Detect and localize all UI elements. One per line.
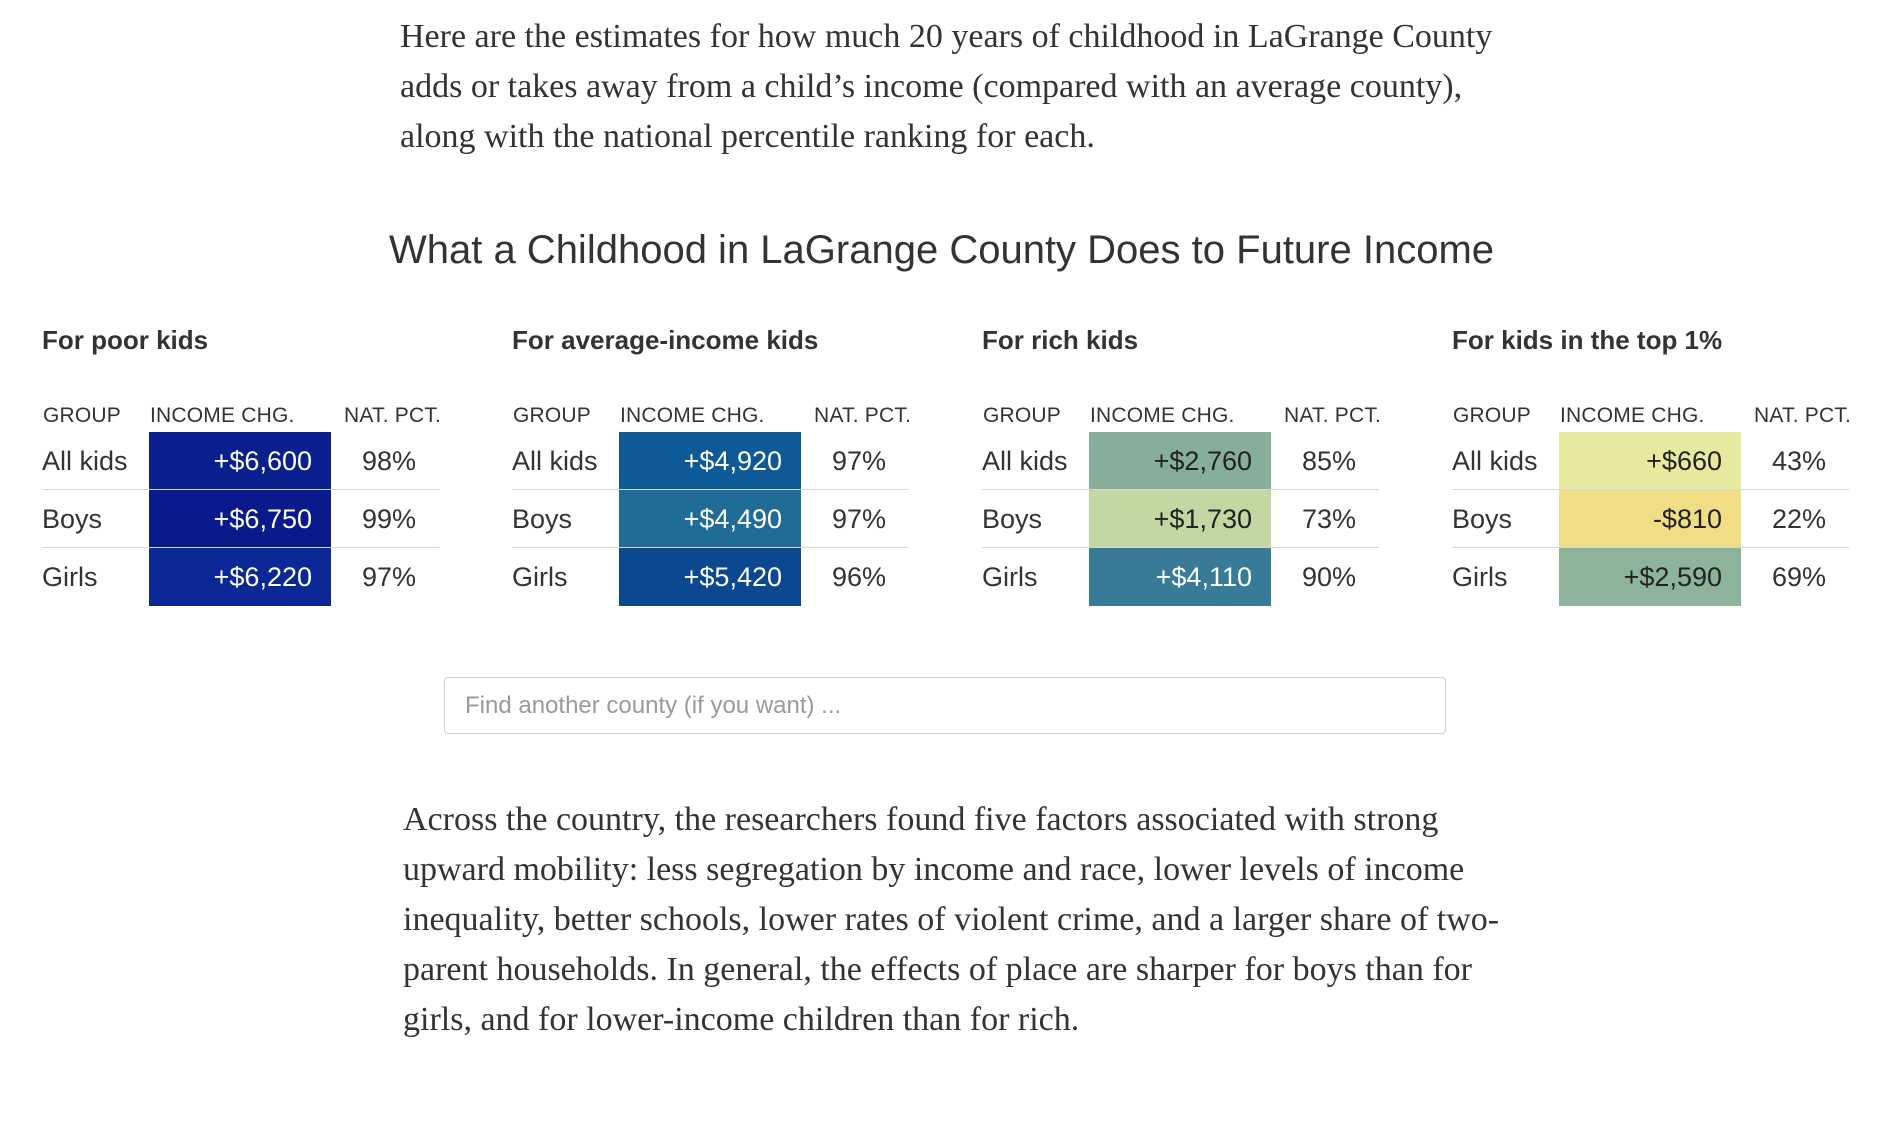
header-income: INCOME CHG. [1090,404,1235,427]
income-change-cell: -$810 [1559,490,1741,548]
group-label: All kids [512,446,598,476]
national-percentile: 43% [1772,446,1827,476]
group-label: Girls [512,562,568,592]
income-change-cell: +$6,220 [149,548,331,606]
header-income: INCOME CHG. [1560,404,1705,427]
group-label: All kids [982,446,1068,476]
national-percentile: 97% [832,504,887,534]
national-percentile: 97% [362,562,417,592]
header-group: GROUP [1453,404,1532,427]
table-row: All kids +$2,760 85% [982,432,1379,490]
national-percentile: 73% [1302,504,1357,534]
table-header: GROUP INCOME CHG. NAT. PCT. [512,392,912,432]
header-income: INCOME CHG. [150,404,295,427]
table-rich-kids: For rich kids GROUP INCOME CHG. NAT. PCT… [982,320,1382,606]
table-title: For kids in the top 1% [1452,325,1723,355]
table-title: For poor kids [42,325,209,355]
outro-paragraph: Across the country, the researchers foun… [403,801,1500,1038]
table-header: GROUP INCOME CHG. NAT. PCT. [982,392,1382,432]
income-change-cell: +$6,600 [149,432,331,490]
intro-paragraph: Here are the estimates for how much 20 y… [400,18,1493,155]
group-label: All kids [1452,446,1538,476]
group-label: Boys [982,504,1043,534]
table-title: For rich kids [982,325,1139,355]
table-header: GROUP INCOME CHG. NAT. PCT. [1452,392,1852,432]
table-header: GROUP INCOME CHG. NAT. PCT. [42,392,442,432]
table-row: All kids +$4,920 97% [512,432,909,490]
table-row: Boys +$6,750 99% [42,490,439,548]
group-label: Girls [982,562,1038,592]
table-top-1-percent-kids: For kids in the top 1% GROUP INCOME CHG.… [1452,320,1852,606]
header-pct: NAT. PCT. [814,404,912,427]
header-pct: NAT. PCT. [1284,404,1382,427]
table-average-income-kids: For average-income kids GROUP INCOME CHG… [512,320,912,606]
income-change-cell: +$4,110 [1089,548,1271,606]
header-pct: NAT. PCT. [344,404,442,427]
table-row: All kids +$660 43% [1452,432,1849,490]
table-row: Girls +$6,220 97% [42,548,439,606]
header-group: GROUP [513,404,592,427]
national-percentile: 97% [832,446,887,476]
header-group: GROUP [983,404,1062,427]
national-percentile: 85% [1302,446,1357,476]
chart-title: What a Childhood in LaGrange County Does… [388,228,1495,272]
table-title: For average-income kids [512,325,819,355]
national-percentile: 99% [362,504,417,534]
national-percentile: 98% [362,446,417,476]
national-percentile: 22% [1772,504,1827,534]
income-change-cell: +$4,920 [619,432,801,490]
income-change-cell: +$2,590 [1559,548,1741,606]
group-label: All kids [42,446,128,476]
table-row: Boys -$810 22% [1452,490,1849,548]
table-row: Girls +$5,420 96% [512,548,909,606]
national-percentile: 90% [1302,562,1357,592]
income-change-cell: +$2,760 [1089,432,1271,490]
table-row: Boys +$1,730 73% [982,490,1379,548]
income-change-cell: +$660 [1559,432,1741,490]
header-pct: NAT. PCT. [1754,404,1852,427]
table-row: Boys +$4,490 97% [512,490,909,548]
table-row: Girls +$2,590 69% [1452,548,1849,606]
group-label: Boys [512,504,573,534]
group-label: Boys [1452,504,1513,534]
income-tables: For poor kids GROUP INCOME CHG. NAT. PCT… [42,320,1852,610]
header-group: GROUP [43,404,122,427]
group-label: Girls [42,562,98,592]
income-change-cell: +$6,750 [149,490,331,548]
table-row: All kids +$6,600 98% [42,432,439,490]
income-change-cell: +$4,490 [619,490,801,548]
table-poor-kids: For poor kids GROUP INCOME CHG. NAT. PCT… [42,320,442,606]
income-change-cell: +$1,730 [1089,490,1271,548]
county-search-input[interactable] [444,677,1446,734]
group-label: Girls [1452,562,1508,592]
header-income: INCOME CHG. [620,404,765,427]
group-label: Boys [42,504,103,534]
income-change-cell: +$5,420 [619,548,801,606]
national-percentile: 69% [1772,562,1827,592]
table-row: Girls +$4,110 90% [982,548,1379,606]
national-percentile: 96% [832,562,887,592]
